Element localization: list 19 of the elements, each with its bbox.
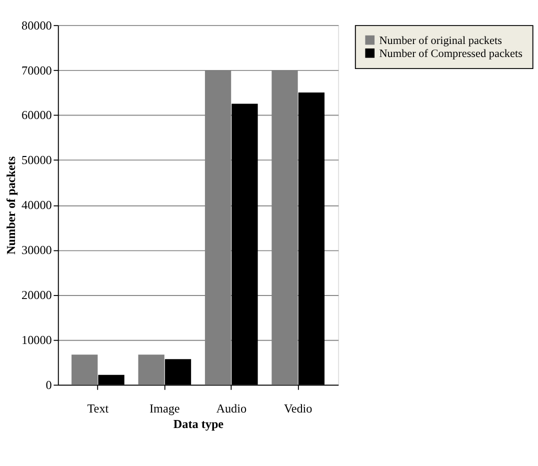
bar [72,354,98,385]
y-axis-title: Number of packets [4,156,18,254]
legend-label: Number of original packets [379,34,502,47]
bar [138,354,164,385]
x-tick-label: Text [87,401,110,416]
y-tick-label: 50000 [22,153,52,168]
y-tick-label: 20000 [22,288,52,302]
y-tick-label: 10000 [22,332,52,347]
x-tick-label: Image [150,401,180,416]
y-tick-label: 70000 [22,63,52,78]
x-tick-label: Vedio [284,401,312,416]
y-tick-label: 40000 [22,198,52,212]
y-tick-label: 30000 [22,243,52,258]
x-tick-label: Audio [216,401,247,416]
y-tick-label: 80000 [22,18,52,32]
y-tick-label: 60000 [22,108,52,122]
y-tick-label: 0 [46,378,52,392]
x-axis-title: Data type [173,417,224,432]
legend-label: Number of Compressed packets [379,48,522,60]
